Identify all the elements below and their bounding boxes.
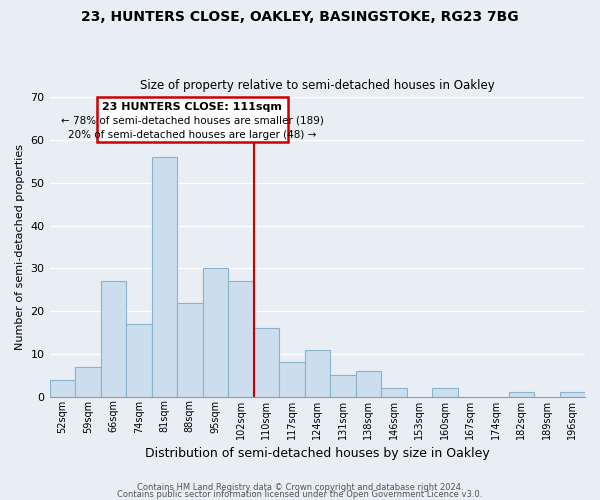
Text: 23 HUNTERS CLOSE: 111sqm: 23 HUNTERS CLOSE: 111sqm: [103, 102, 282, 112]
Text: ← 78% of semi-detached houses are smaller (189): ← 78% of semi-detached houses are smalle…: [61, 116, 324, 126]
X-axis label: Distribution of semi-detached houses by size in Oakley: Distribution of semi-detached houses by …: [145, 447, 490, 460]
Bar: [432, 388, 458, 396]
Bar: [228, 281, 254, 396]
Bar: [126, 324, 152, 396]
Text: Contains public sector information licensed under the Open Government Licence v3: Contains public sector information licen…: [118, 490, 482, 499]
Bar: [177, 302, 203, 396]
Text: 23, HUNTERS CLOSE, OAKLEY, BASINGSTOKE, RG23 7BG: 23, HUNTERS CLOSE, OAKLEY, BASINGSTOKE, …: [81, 10, 519, 24]
Bar: [152, 157, 177, 396]
Bar: [279, 362, 305, 396]
Bar: [101, 281, 126, 396]
Bar: [75, 366, 101, 396]
Bar: [254, 328, 279, 396]
Text: Contains HM Land Registry data © Crown copyright and database right 2024.: Contains HM Land Registry data © Crown c…: [137, 484, 463, 492]
Bar: [381, 388, 407, 396]
Bar: [330, 376, 356, 396]
Bar: [356, 371, 381, 396]
Title: Size of property relative to semi-detached houses in Oakley: Size of property relative to semi-detach…: [140, 79, 494, 92]
Y-axis label: Number of semi-detached properties: Number of semi-detached properties: [15, 144, 25, 350]
Bar: [50, 380, 75, 396]
Text: 20% of semi-detached houses are larger (48) →: 20% of semi-detached houses are larger (…: [68, 130, 317, 140]
Bar: [560, 392, 585, 396]
Bar: [509, 392, 534, 396]
Bar: [305, 350, 330, 397]
Bar: [203, 268, 228, 396]
Bar: [97, 98, 288, 142]
